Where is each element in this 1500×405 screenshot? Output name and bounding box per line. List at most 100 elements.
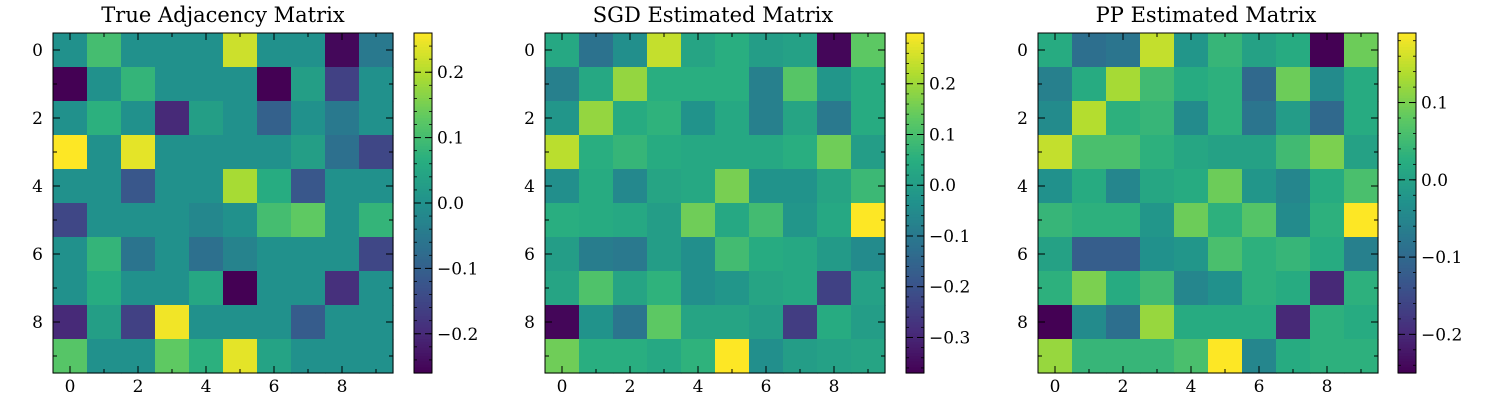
colorbar-segment bbox=[906, 242, 924, 247]
heatmap-cell bbox=[1242, 237, 1277, 272]
colorbar-tick-label: −0.2 bbox=[437, 325, 478, 345]
heatmap-cell bbox=[579, 135, 614, 170]
colorbar-segment bbox=[1398, 336, 1416, 340]
heatmap-cell bbox=[1242, 203, 1277, 238]
colorbar-segment bbox=[414, 205, 432, 210]
heatmap-cell bbox=[851, 203, 886, 238]
heatmap-cell bbox=[121, 203, 156, 238]
colorbar: −0.3 −0.2 −0.1 0.0 0.1 0.2 bbox=[905, 32, 970, 374]
colorbar-segment bbox=[906, 146, 924, 150]
x-tick-label: 0 bbox=[65, 377, 76, 397]
colorbar-segment bbox=[906, 84, 924, 88]
heatmap-cell bbox=[359, 339, 394, 374]
heatmap-cell bbox=[613, 203, 648, 238]
heatmap-cell bbox=[1310, 67, 1345, 102]
heatmap-cell bbox=[579, 203, 614, 238]
heatmap-cell bbox=[325, 237, 360, 272]
heatmap-cells bbox=[545, 33, 886, 374]
colorbar-segment bbox=[906, 160, 924, 164]
heatmap-cell bbox=[647, 169, 682, 204]
colorbar-segment bbox=[414, 299, 432, 303]
heatmap-cell bbox=[545, 67, 580, 102]
heatmap-cell bbox=[1038, 271, 1073, 306]
colorbar-segment bbox=[414, 52, 432, 57]
colorbar-segment bbox=[1398, 259, 1416, 264]
colorbar-segment bbox=[414, 174, 432, 179]
colorbar-segment bbox=[906, 279, 924, 283]
colorbar-segment bbox=[906, 225, 924, 230]
heatmap-cell bbox=[257, 237, 292, 272]
colorbar-segment bbox=[414, 101, 432, 105]
colorbar-tick-label: 0.0 bbox=[437, 194, 464, 214]
colorbar-segment bbox=[1398, 58, 1416, 62]
heatmap-cell bbox=[817, 67, 852, 102]
heatmap-cell bbox=[1208, 135, 1243, 170]
colorbar-segment bbox=[906, 356, 924, 360]
heatmap-cell bbox=[681, 237, 716, 272]
colorbar-segment bbox=[414, 166, 432, 170]
colorbar-segment bbox=[414, 154, 432, 159]
colorbar-segment bbox=[414, 217, 432, 221]
colorbar-segment bbox=[1398, 50, 1416, 54]
colorbar-segment bbox=[1398, 310, 1416, 315]
heatmap-cell bbox=[257, 135, 292, 170]
colorbar-segment bbox=[906, 282, 924, 286]
colorbar-segment bbox=[414, 322, 432, 326]
colorbar-segment bbox=[1398, 126, 1416, 130]
y-tick-label: 0 bbox=[1017, 41, 1028, 61]
colorbar-segment bbox=[1398, 143, 1416, 147]
colorbar-segment bbox=[414, 285, 432, 289]
colorbar-segment bbox=[906, 211, 924, 215]
colorbar-segment bbox=[906, 254, 924, 258]
colorbar-segment bbox=[1398, 307, 1416, 312]
heatmap-cell bbox=[715, 67, 750, 102]
heatmap-cell bbox=[545, 135, 580, 170]
colorbar-segment bbox=[414, 186, 432, 190]
heatmap-cell bbox=[715, 339, 750, 374]
colorbar-segment bbox=[414, 112, 432, 116]
colorbar-segment bbox=[1398, 350, 1416, 354]
heatmap-cell bbox=[1140, 169, 1175, 204]
colorbar-segment bbox=[1398, 276, 1416, 281]
heatmap-cell bbox=[1208, 101, 1243, 136]
colorbar-segment bbox=[414, 344, 432, 349]
heatmap-cell bbox=[783, 237, 818, 272]
y-tick-label: 2 bbox=[524, 109, 535, 129]
colorbar-segment bbox=[1398, 353, 1416, 357]
heatmap-cell bbox=[325, 203, 360, 238]
heatmap-cell bbox=[121, 67, 156, 102]
colorbar-segment bbox=[414, 208, 432, 213]
colorbar-segment bbox=[1398, 120, 1416, 125]
colorbar-segment bbox=[906, 101, 924, 105]
colorbar-segment bbox=[1398, 103, 1416, 108]
colorbar-segment bbox=[906, 333, 924, 337]
colorbar-segment bbox=[1398, 361, 1416, 366]
colorbar-segment bbox=[1398, 67, 1416, 71]
y-tick-label: 2 bbox=[1017, 109, 1028, 129]
colorbar-segment bbox=[414, 290, 432, 295]
colorbar-segment bbox=[1398, 217, 1416, 221]
colorbar-segment bbox=[906, 237, 924, 241]
colorbar-segment bbox=[906, 305, 924, 309]
colorbar-segment bbox=[906, 197, 924, 201]
colorbar-segment bbox=[414, 135, 432, 139]
heatmap-cell bbox=[359, 271, 394, 306]
heatmap-cell bbox=[1242, 305, 1277, 340]
heatmap-cell bbox=[613, 271, 648, 306]
heatmap-cell bbox=[783, 169, 818, 204]
heatmap-cell bbox=[1242, 169, 1277, 204]
heatmap-cell bbox=[1072, 135, 1107, 170]
heatmap-cell bbox=[851, 339, 886, 374]
heatmap-cell bbox=[647, 101, 682, 136]
heatmap-cell bbox=[613, 135, 648, 170]
colorbar-segment bbox=[1398, 214, 1416, 218]
colorbar-segment bbox=[906, 339, 924, 343]
colorbar-segment bbox=[414, 191, 432, 196]
heatmap-cell bbox=[1344, 339, 1379, 374]
x-tick-label: 0 bbox=[557, 377, 568, 397]
colorbar-segment bbox=[414, 234, 432, 238]
colorbar-segment bbox=[414, 228, 432, 232]
colorbar-segment bbox=[906, 262, 924, 266]
colorbar-segment bbox=[414, 276, 432, 281]
colorbar-segment bbox=[906, 194, 924, 198]
